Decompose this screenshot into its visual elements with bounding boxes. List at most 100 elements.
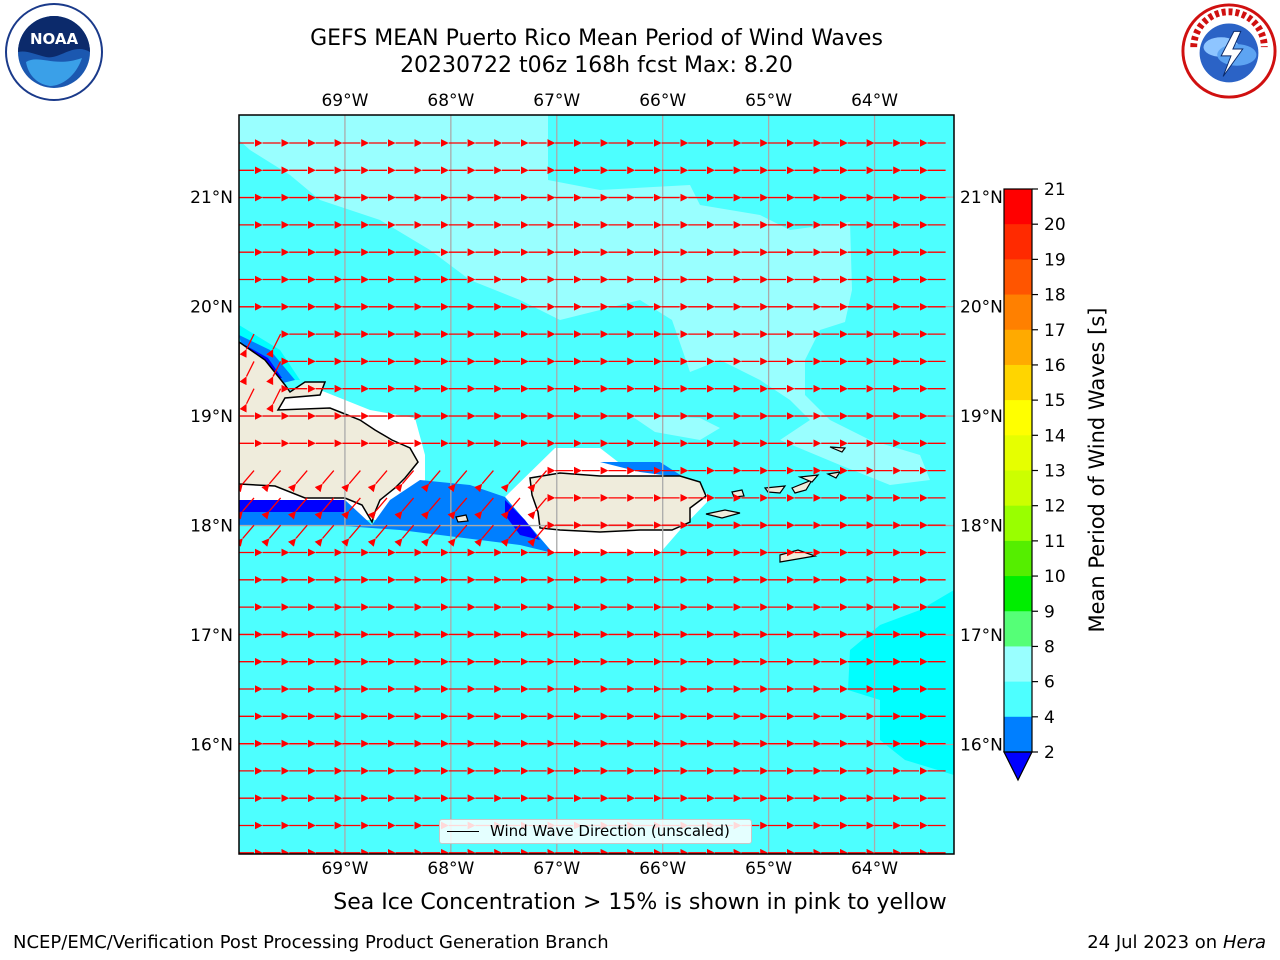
colorbar xyxy=(1003,188,1033,782)
colorbar-band xyxy=(1004,681,1032,718)
colorbar-tick-label: 12 xyxy=(1044,497,1066,517)
colorbar-tick-label: 20 xyxy=(1044,215,1066,235)
colorbar-extend-arrow xyxy=(1003,751,1033,782)
footer-date-text: 24 Jul 2023 on xyxy=(1087,932,1223,953)
colorbar-band xyxy=(1004,224,1032,260)
colorbar-band xyxy=(1004,470,1032,507)
wind-wave-vector xyxy=(261,497,282,520)
wind-wave-vector xyxy=(261,524,282,547)
lon-label-top: 66°W xyxy=(639,91,686,111)
wind-wave-vector xyxy=(527,470,548,493)
wind-wave-vector xyxy=(527,524,548,547)
colorbar-band xyxy=(1004,189,1032,225)
colorbar-tick-label: 16 xyxy=(1044,356,1066,376)
footer-branch: NCEP/EMC/Verification Post Processing Pr… xyxy=(13,932,609,953)
colorbar-tick-label: 17 xyxy=(1044,321,1066,341)
colorbar-tick-label: 11 xyxy=(1044,532,1066,552)
colorbar-tick-label: 4 xyxy=(1044,708,1055,728)
land-puerto-rico xyxy=(529,472,707,533)
ocean-field-lt2-pr xyxy=(505,500,540,540)
legend-label: Wind Wave Direction (unscaled) xyxy=(490,822,730,840)
land-mona-island xyxy=(455,514,469,523)
lon-label-top: 65°W xyxy=(745,91,792,111)
land-anegada-north xyxy=(829,446,847,453)
colorbar-tick-label: 15 xyxy=(1044,391,1066,411)
lon-label-bottom: 68°W xyxy=(427,859,474,879)
land-culebra xyxy=(731,489,745,498)
lon-label-top: 67°W xyxy=(533,91,580,111)
lon-label-bottom: 64°W xyxy=(851,859,898,879)
wind-wave-vector xyxy=(394,524,415,547)
lon-labels-bottom: 69°W 68°W 67°W 66°W 65°W 64°W xyxy=(321,859,898,879)
colorbar-tick-label: 19 xyxy=(1044,250,1066,270)
wind-wave-vector xyxy=(527,497,548,520)
colorbar-band xyxy=(1004,646,1032,683)
wind-wave-vector xyxy=(314,524,335,547)
colorbar-tick-labels: 21 20 19 18 17 16 15 14 13 12 11 10 9 8 6 4 2 xyxy=(1032,180,1066,763)
wind-wave-vector xyxy=(474,470,494,493)
lat-label-right: 18°N xyxy=(960,517,1003,537)
colorbar-band xyxy=(1004,259,1032,296)
title-line-2: 20230722 t06z 168h fcst Max: 8.20 xyxy=(400,53,793,78)
title-line-1: GEFS MEAN Puerto Rico Mean Period of Win… xyxy=(310,26,883,51)
ocean-field-8-9-patch xyxy=(630,415,720,440)
colorbar-tick-label: 9 xyxy=(1044,602,1055,622)
lat-label-right: 21°N xyxy=(960,188,1003,208)
wind-wave-vector xyxy=(367,497,388,520)
colorbar-tick-label: 10 xyxy=(1044,567,1066,587)
wind-wave-vector xyxy=(447,497,468,520)
wind-wave-vector xyxy=(314,470,335,493)
colorbar-tick-label: 21 xyxy=(1044,180,1066,200)
wind-wave-vector xyxy=(474,497,494,520)
land-anegada xyxy=(826,471,842,479)
lon-label-top: 69°W xyxy=(321,91,368,111)
ocean-field-8-9 xyxy=(239,115,930,485)
lat-label-right: 19°N xyxy=(960,407,1003,427)
wind-wave-vector xyxy=(474,524,494,547)
wind-wave-vector xyxy=(239,388,255,413)
wind-wave-vector xyxy=(420,497,441,520)
wind-wave-vector xyxy=(287,497,308,520)
lon-label-bottom: 69°W xyxy=(321,859,368,879)
lat-label-right: 16°N xyxy=(960,736,1003,756)
colorbar-tick-label: 18 xyxy=(1044,286,1066,306)
sea-ice-caption: Sea Ice Concentration > 15% is shown in … xyxy=(333,890,947,915)
wind-wave-vector xyxy=(500,497,521,520)
colorbar-tick-label: 13 xyxy=(1044,462,1066,482)
lat-label-left: 20°N xyxy=(190,298,233,318)
noaa-logo-icon: NOAA xyxy=(5,3,103,101)
colorbar-band xyxy=(1004,540,1032,577)
colorbar-band xyxy=(1004,505,1032,542)
colorbar-tick-label: 6 xyxy=(1044,673,1055,693)
wind-wave-vector xyxy=(500,524,521,547)
national-weather-service-logo-icon xyxy=(1181,3,1277,99)
colorbar-band xyxy=(1004,364,1032,401)
wind-wave-vector xyxy=(239,524,255,547)
wind-wave-vector xyxy=(420,524,441,547)
land-st-thomas xyxy=(763,485,787,494)
colorbar-tick-label: 14 xyxy=(1044,426,1066,446)
wind-wave-vector xyxy=(447,470,468,493)
wind-wave-vector xyxy=(314,497,335,520)
lat-label-left: 19°N xyxy=(190,407,233,427)
wind-wave-vector xyxy=(500,470,521,493)
wind-wave-vector xyxy=(341,470,361,493)
footer-date: 24 Jul 2023 on Hera xyxy=(1087,932,1266,953)
wind-wave-vector xyxy=(394,470,415,493)
wind-wave-vector xyxy=(287,524,308,547)
lat-label-left: 16°N xyxy=(190,736,233,756)
wind-wave-vector xyxy=(239,470,255,493)
colorbar-band xyxy=(1004,435,1032,471)
colorbar-title: Mean Period of Wind Waves [s] xyxy=(1085,307,1109,633)
svg-text:NOAA: NOAA xyxy=(30,30,79,48)
lat-labels-left: 21°N 20°N 19°N 18°N 17°N 16°N xyxy=(190,188,233,755)
colorbar-band xyxy=(1004,716,1032,752)
wind-wave-vector xyxy=(447,524,468,547)
wind-wave-vector xyxy=(394,497,415,520)
map-frame xyxy=(238,114,955,855)
colorbar-band xyxy=(1004,576,1032,612)
lat-label-right: 17°N xyxy=(960,626,1003,646)
lat-labels-right: 21°N 20°N 19°N 18°N 17°N 16°N xyxy=(960,188,1003,755)
wind-wave-vector xyxy=(266,333,282,358)
colorbar-tick-label: 2 xyxy=(1044,743,1055,763)
